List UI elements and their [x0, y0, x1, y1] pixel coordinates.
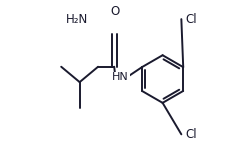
- Text: Cl: Cl: [185, 128, 197, 141]
- Text: Cl: Cl: [185, 13, 197, 26]
- Text: O: O: [110, 5, 119, 18]
- Text: HN: HN: [112, 73, 128, 82]
- Text: H₂N: H₂N: [65, 13, 87, 26]
